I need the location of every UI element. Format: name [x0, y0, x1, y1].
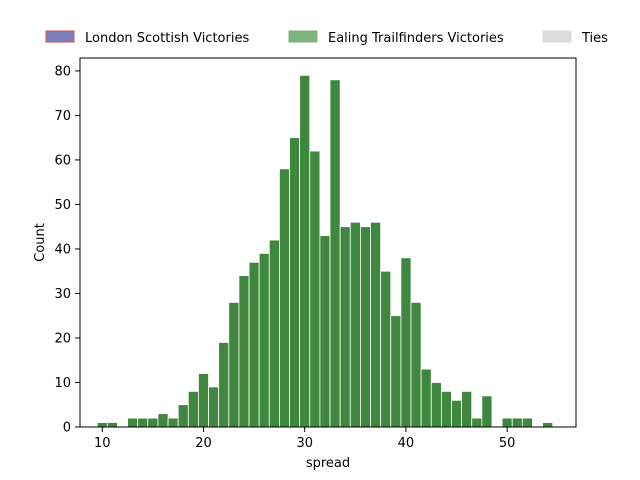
bar	[400, 257, 412, 428]
legend-item: London Scottish Victories	[45, 30, 249, 46]
y-tick-label: 30	[54, 287, 71, 302]
bar	[157, 413, 169, 428]
y-tick-label: 10	[54, 376, 71, 391]
bar	[481, 395, 493, 428]
x-tick-label: 10	[94, 436, 111, 451]
legend-swatch	[288, 30, 318, 43]
bar	[127, 417, 139, 428]
legend-item: Ties	[542, 30, 608, 46]
bar	[420, 368, 432, 428]
bar	[359, 226, 371, 428]
legend-item: Ealing Trailfinders Victories	[288, 30, 504, 46]
legend-label: London Scottish Victories	[85, 31, 249, 46]
bar	[177, 404, 189, 428]
bar	[218, 342, 230, 428]
bar	[258, 253, 270, 428]
bars	[96, 74, 554, 428]
bar	[268, 239, 280, 428]
bar	[542, 422, 554, 428]
bar	[380, 270, 392, 428]
x-axis-ticks: 10 20 30 40 50	[94, 427, 515, 451]
x-tick-label: 30	[296, 436, 313, 451]
bar	[147, 417, 159, 428]
bar	[501, 417, 513, 428]
bar	[187, 390, 199, 428]
y-axis-label: Count	[33, 223, 48, 262]
bar	[440, 390, 452, 428]
bar	[96, 422, 108, 428]
legend-swatch	[45, 30, 75, 43]
plot-frame	[79, 57, 577, 428]
bar	[198, 373, 209, 428]
bar	[471, 417, 483, 428]
bar	[167, 417, 179, 428]
bar	[319, 235, 331, 428]
bar	[410, 301, 422, 428]
legend: London Scottish Victories Ealing Trailfin…	[45, 30, 608, 46]
x-tick-label: 40	[398, 436, 415, 451]
bar	[309, 150, 321, 428]
y-tick-label: 40	[54, 242, 71, 257]
legend-label: Ealing Trailfinders Victories	[328, 31, 504, 46]
x-axis-label: spread	[306, 456, 350, 471]
bar	[279, 168, 290, 428]
bar	[208, 386, 220, 428]
y-tick-label: 50	[54, 198, 71, 213]
x-tick-label: 20	[195, 436, 212, 451]
x-tick-label: 50	[499, 436, 516, 451]
y-tick-label: 80	[54, 64, 71, 79]
bar	[106, 422, 118, 428]
bar	[390, 315, 402, 428]
bar	[238, 275, 250, 428]
bar	[461, 390, 473, 428]
bar	[289, 137, 301, 428]
y-tick-label: 60	[54, 153, 71, 168]
legend-label: Ties	[581, 31, 608, 46]
bar	[248, 261, 260, 428]
y-axis-ticks: 0 10 20 30 40 50 60 70 80	[54, 64, 80, 436]
bar	[228, 301, 240, 428]
bar	[511, 417, 523, 428]
bar	[339, 226, 351, 428]
y-tick-label: 70	[54, 109, 71, 124]
bar	[451, 399, 463, 428]
bar	[299, 74, 311, 428]
bar	[137, 417, 149, 428]
bar	[329, 79, 341, 428]
bar	[430, 382, 442, 428]
y-tick-label: 0	[63, 421, 71, 436]
bar	[370, 221, 382, 428]
bar	[521, 417, 533, 428]
legend-swatch	[542, 30, 572, 43]
y-tick-label: 20	[54, 331, 71, 346]
bar	[349, 221, 361, 428]
